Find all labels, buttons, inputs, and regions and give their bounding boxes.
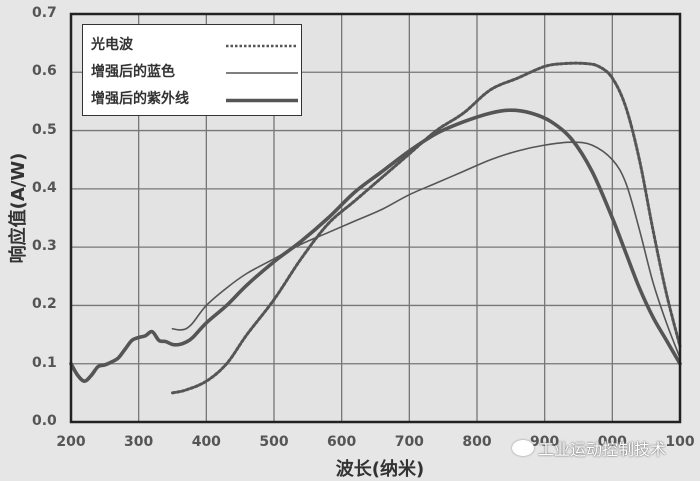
watermark: 工业运动控制技术 (512, 436, 666, 460)
dotted-line-swatch (226, 44, 298, 48)
x-axis-label: 波长(纳米) (335, 459, 425, 480)
y-tick-label: 0.0 (32, 413, 57, 429)
x-tick-label: 400 (191, 434, 221, 450)
legend-item-photodiode: 光电波 (91, 31, 298, 57)
x-tick-label: 900 (530, 434, 560, 450)
x-tick-label: 000 (597, 434, 627, 450)
legend-label: 增强后的蓝色 (91, 64, 175, 80)
x-tick-label: 100 (665, 434, 695, 450)
watermark-text: 工业运动控制技术 (538, 440, 667, 459)
x-tick-label: 200 (56, 434, 86, 450)
legend-item-enhanced-uv: 增强后的紫外线 (91, 85, 298, 111)
thick-line-swatch (226, 98, 298, 103)
legend-item-enhanced-blue: 增强后的蓝色 (91, 58, 298, 84)
series-line-0 (171, 61, 682, 395)
y-tick-label: 0.2 (32, 296, 57, 313)
legend: 光电波 增强后的蓝色 增强后的紫外线 (82, 24, 302, 116)
x-tick-label: 500 (259, 434, 289, 450)
y-tick-label: 0.3 (32, 238, 57, 255)
x-tick-label: 800 (462, 434, 492, 450)
legend-label: 增强后的紫外线 (91, 91, 189, 107)
x-tick-label: 600 (327, 434, 357, 450)
y-tick-label: 0.6 (32, 63, 57, 80)
wechat-icon (512, 440, 534, 456)
y-axis-label: 响应值(A/W) (8, 152, 29, 264)
x-tick-label: 300 (124, 434, 154, 450)
series-line-1 (171, 141, 681, 359)
thin-line-swatch (226, 72, 298, 74)
y-tick-label: 0.7 (32, 5, 57, 21)
series-line-2 (69, 108, 682, 383)
y-tick-label: 0.4 (32, 179, 57, 196)
x-tick-label: 700 (394, 434, 424, 450)
y-tick-label: 0.5 (32, 121, 57, 138)
y-tick-label: 0.1 (32, 354, 57, 371)
legend-label: 光电波 (91, 37, 133, 53)
